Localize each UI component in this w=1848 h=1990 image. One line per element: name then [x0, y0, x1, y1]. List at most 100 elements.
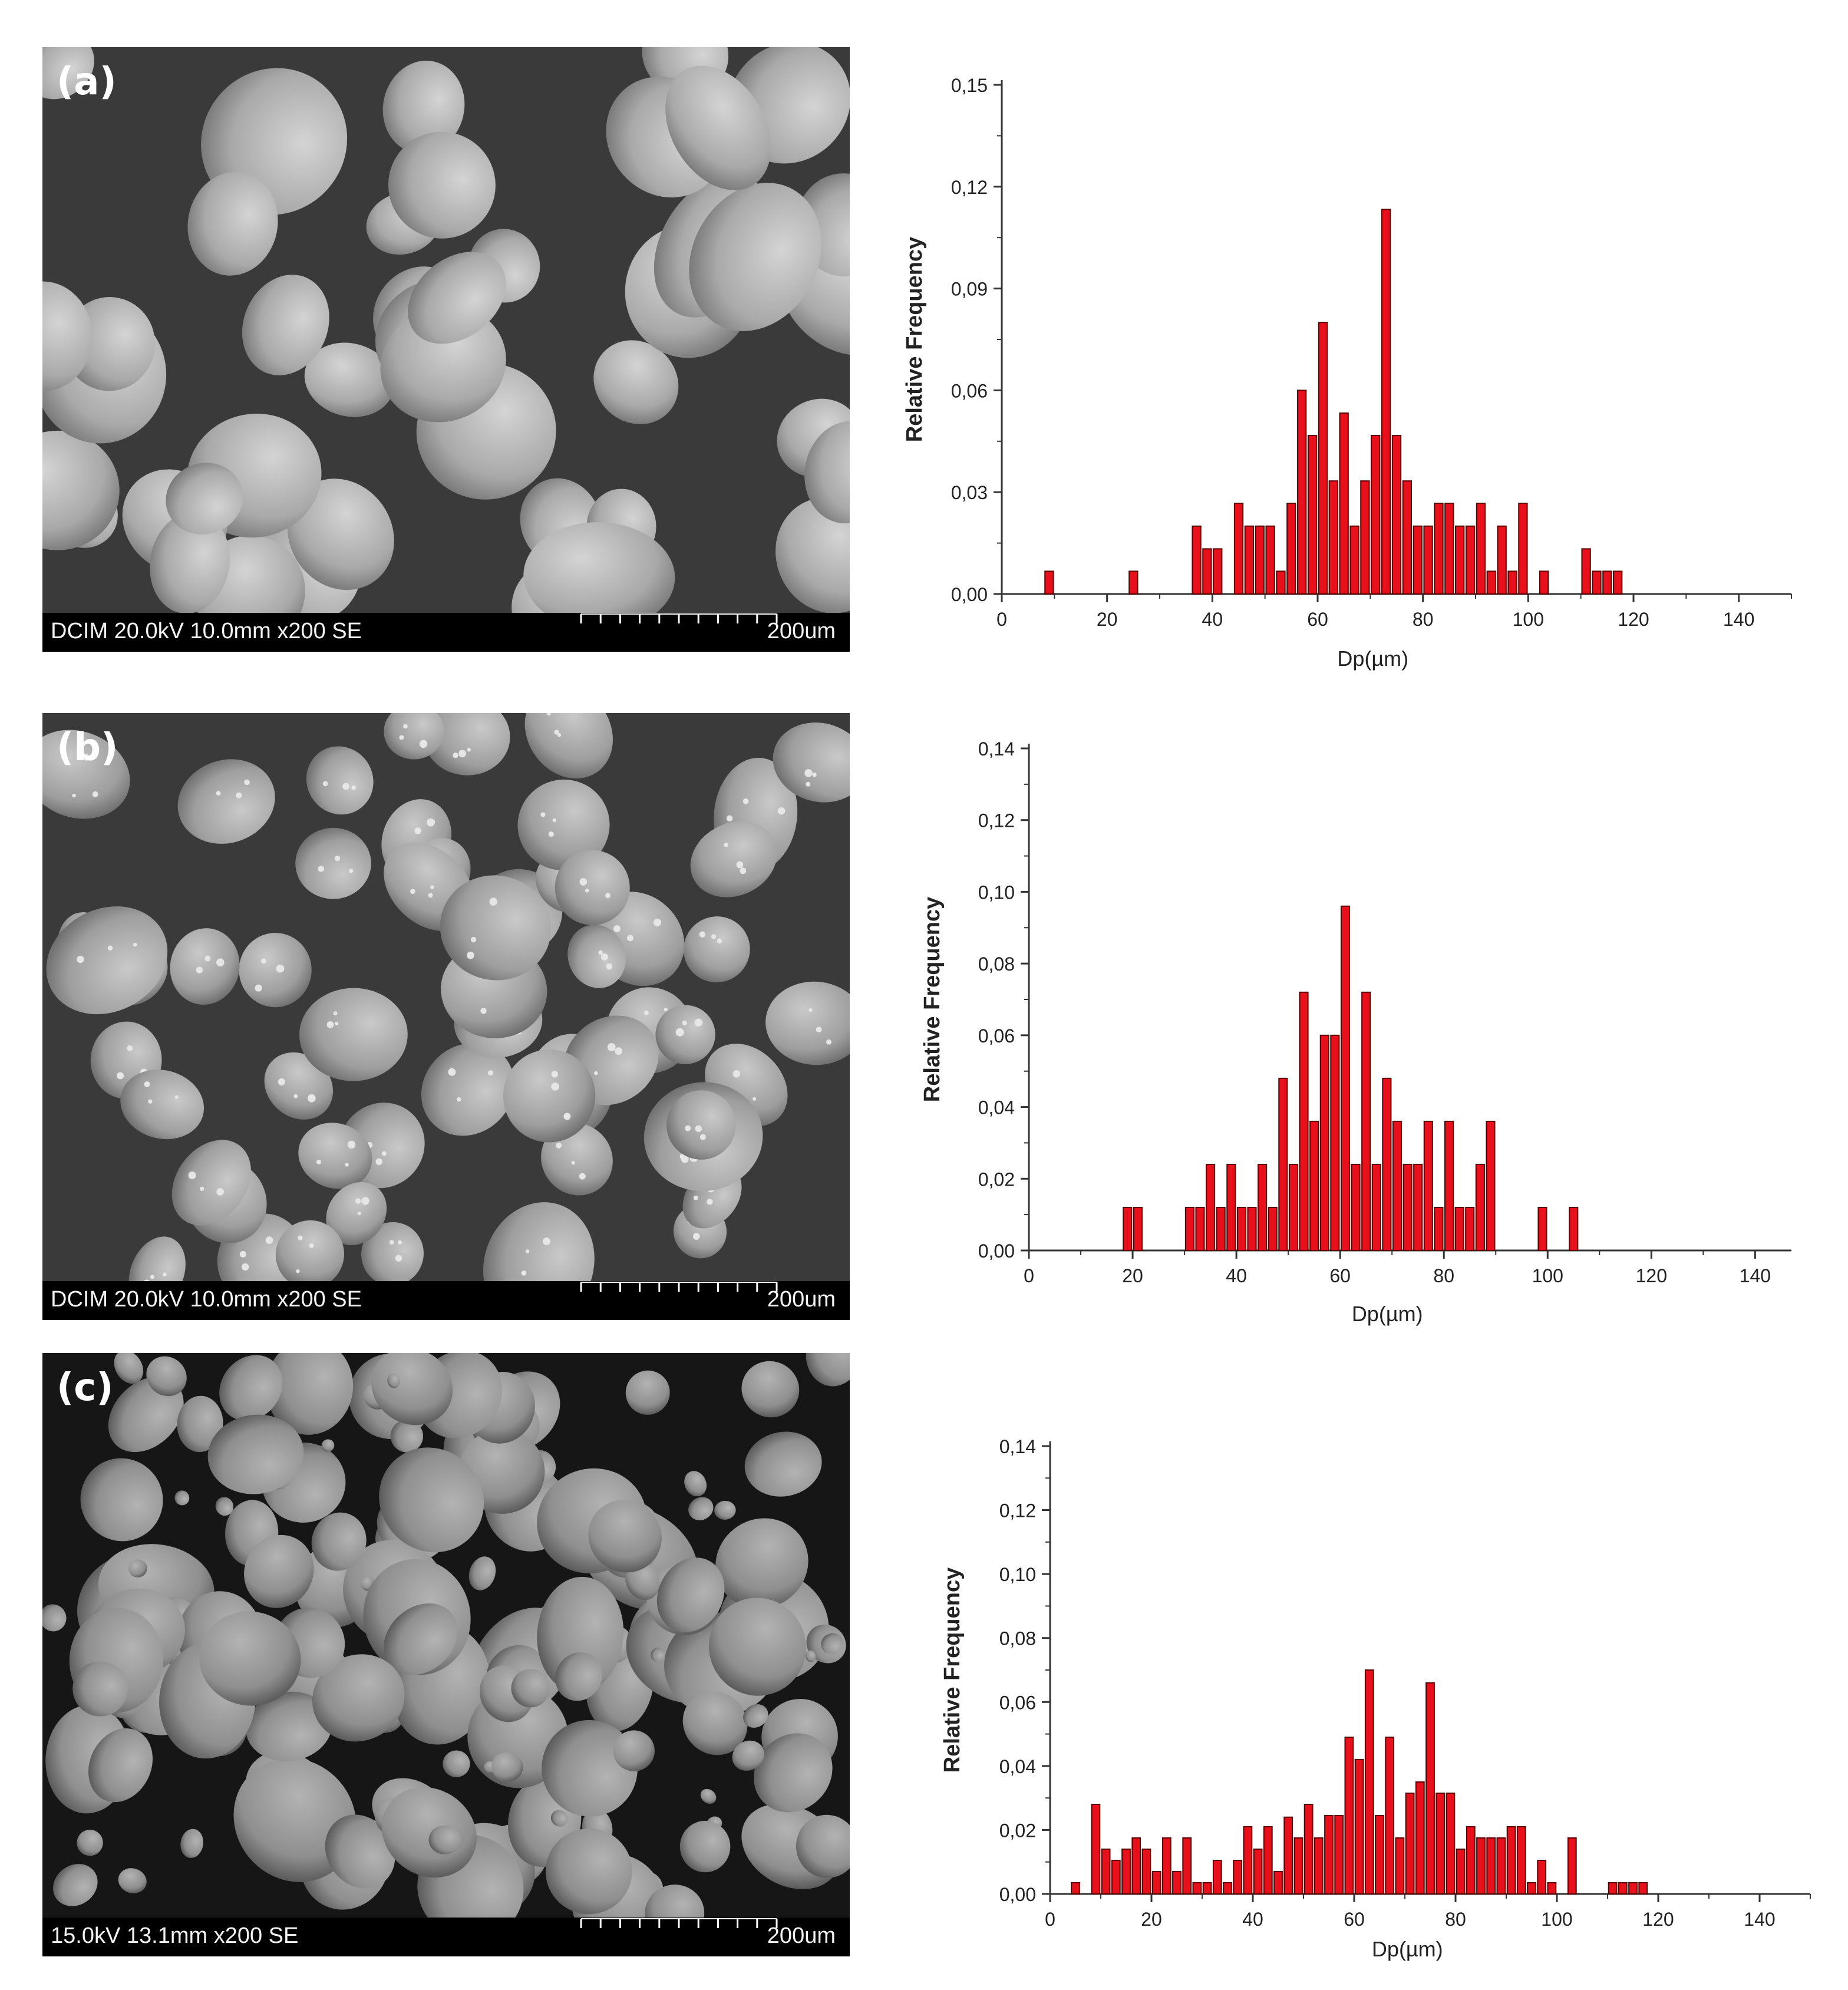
particle [146, 1356, 187, 1397]
histogram-bar [1413, 525, 1423, 595]
histogram-bar [1613, 570, 1623, 595]
particle [361, 1222, 424, 1281]
y-tick-label: 0,00 [978, 1240, 1015, 1262]
particle [443, 1750, 470, 1777]
particle [593, 340, 679, 424]
particle [264, 1052, 334, 1120]
satellite-dot [395, 1255, 402, 1262]
scale-bar-ticks-b [580, 1282, 778, 1292]
satellite-dot [448, 1068, 456, 1076]
satellite-dot [174, 1095, 179, 1099]
y-tick-label: 0,02 [978, 1169, 1015, 1190]
satellite-dot [556, 1142, 562, 1149]
satellite-dot [812, 772, 817, 777]
particle [295, 827, 371, 899]
histogram-bar [1466, 1826, 1476, 1895]
y-axis-title: Relative Frequency [902, 237, 927, 442]
histogram-bar [1371, 435, 1381, 595]
particle [732, 1740, 764, 1771]
particle [325, 1814, 395, 1889]
histogram-bar [1444, 503, 1454, 595]
satellite-dot [664, 1008, 668, 1012]
histogram-bar [1128, 570, 1138, 595]
histogram-bar [1202, 1882, 1212, 1895]
satellite-dot [804, 769, 813, 777]
particle [171, 1140, 251, 1226]
panel-label-a: (a) [57, 60, 117, 104]
x-axis-title: Dp(µm) [1372, 1937, 1443, 1961]
histogram-bar [1111, 1860, 1121, 1895]
sem-image-c: (c) 15.0kV 13.1mm x200 SE 200um [42, 1353, 850, 1956]
particle [128, 1559, 147, 1578]
particle [246, 1691, 332, 1761]
particle [244, 1534, 314, 1608]
satellite-dot [148, 1099, 153, 1104]
histogram-bar [1184, 1206, 1194, 1252]
satellite-dot [777, 807, 786, 815]
histogram-bar [1497, 525, 1507, 595]
particle [523, 522, 675, 613]
particle [483, 1202, 595, 1281]
x-tick-label: 20 [1097, 609, 1118, 630]
histogram-bar [1537, 1206, 1547, 1252]
y-tick-label: 0,00 [999, 1884, 1036, 1905]
satellite-dot [615, 1047, 623, 1055]
satellite-dot [276, 964, 285, 973]
satellite-dot [685, 1125, 691, 1131]
y-tick-label: 0,04 [999, 1756, 1036, 1777]
satellite-dot [127, 1045, 133, 1051]
x-tick-label: 100 [1513, 609, 1544, 630]
x-axis-title: Dp(µm) [1352, 1302, 1423, 1326]
satellite-dot [265, 1236, 273, 1245]
histogram-bar [1507, 570, 1517, 595]
particle [503, 1049, 596, 1143]
particle [379, 1447, 484, 1553]
particle [215, 1497, 234, 1516]
satellite-dot [579, 878, 588, 886]
y-tick-label: 0,14 [978, 738, 1015, 760]
satellite-dot [107, 945, 113, 951]
histogram-bar [1375, 1815, 1384, 1895]
particle [555, 1652, 603, 1701]
histogram-bar [1486, 1837, 1496, 1895]
satellite-dot [298, 1235, 303, 1240]
particle [408, 252, 506, 344]
histogram-bar [1476, 503, 1486, 595]
histogram-bar [1304, 1804, 1314, 1895]
satellite-dot [322, 781, 328, 787]
sem-micrograph-c [42, 1353, 850, 1918]
histogram-bar [1446, 1793, 1456, 1895]
satellite-dot [458, 750, 466, 758]
y-axis-title: Relative Frequency [920, 897, 945, 1102]
satellite-dot [521, 1270, 527, 1276]
satellite-dot [255, 984, 262, 992]
particle [177, 759, 275, 844]
x-tick-label: 40 [1202, 609, 1223, 630]
x-tick-label: 100 [1532, 1265, 1563, 1286]
histogram-bar [1391, 435, 1402, 595]
particle [88, 1728, 153, 1803]
satellite-dot [389, 1240, 394, 1245]
y-tick-label: 0,15 [951, 75, 988, 96]
histogram-bar [1101, 1849, 1111, 1895]
particle [311, 1512, 367, 1571]
satellite-dot [543, 1237, 550, 1246]
particle [380, 305, 506, 423]
histogram-bar [1395, 1837, 1405, 1895]
particle [468, 1556, 496, 1590]
satellite-dot [361, 1197, 369, 1205]
particle [287, 478, 394, 590]
histogram-bar [1195, 1206, 1205, 1252]
particle [266, 1353, 354, 1435]
particle [665, 65, 771, 190]
satellite-dot [607, 1043, 616, 1051]
satellite-dot [278, 1078, 285, 1085]
histogram-bar [1123, 1206, 1133, 1252]
y-tick-label: 0,03 [951, 482, 988, 503]
x-tick-label: 120 [1636, 1265, 1667, 1286]
satellite-dot [428, 893, 433, 898]
panel-label-b: (b) [57, 726, 118, 770]
histogram-bar [1258, 1163, 1268, 1252]
satellite-dot [548, 831, 555, 837]
satellite-dot [551, 1083, 559, 1091]
